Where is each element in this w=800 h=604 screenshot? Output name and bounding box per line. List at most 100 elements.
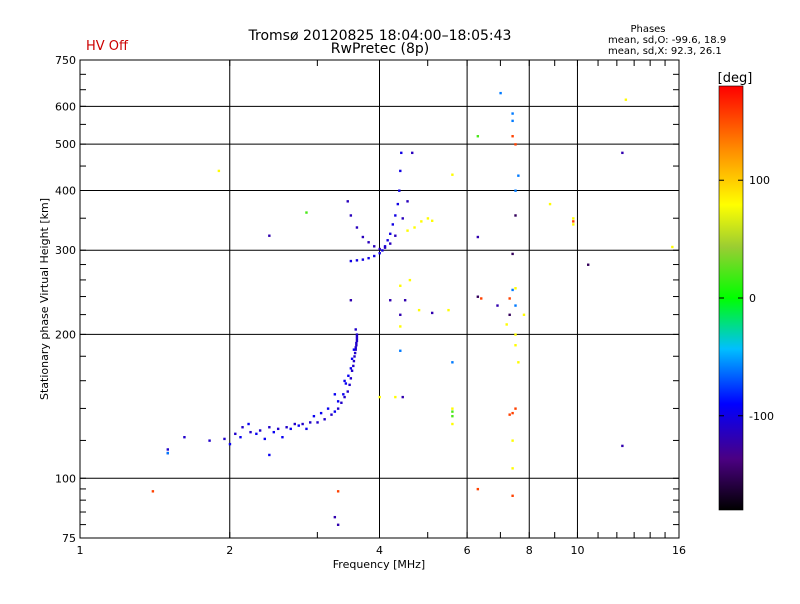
data-point	[344, 382, 348, 385]
data-point	[426, 217, 430, 220]
data-point	[373, 254, 376, 258]
colorbar-label: [deg]	[718, 71, 753, 86]
data-point	[263, 437, 266, 441]
y-tick-label: 500	[55, 138, 76, 151]
data-point	[413, 226, 416, 229]
chart-title: Tromsø 20120825 18:04:00–18:05:43	[248, 28, 512, 44]
data-point	[572, 220, 575, 223]
data-point	[378, 252, 381, 255]
data-point	[508, 297, 511, 300]
x-axis-label: Frequency [MHz]	[333, 558, 425, 571]
data-point	[548, 202, 552, 206]
data-point	[417, 308, 421, 312]
data-point	[336, 523, 340, 527]
data-point	[451, 410, 454, 413]
colorbar-tick-label: -100	[749, 410, 774, 423]
data-point	[476, 487, 480, 491]
data-point	[499, 91, 502, 95]
data-point	[349, 377, 353, 380]
data-point	[451, 422, 454, 426]
data-point	[346, 200, 349, 203]
data-point	[353, 355, 356, 358]
data-point	[354, 328, 357, 331]
data-point	[355, 335, 359, 338]
data-point	[353, 351, 357, 355]
data-point	[255, 432, 258, 436]
data-point	[408, 278, 412, 282]
data-point	[572, 223, 575, 226]
data-point	[352, 359, 356, 363]
data-point	[399, 325, 402, 328]
data-point	[340, 401, 343, 404]
data-point	[624, 98, 628, 101]
data-point	[350, 357, 354, 360]
y-tick-label: 200	[55, 328, 76, 341]
data-point	[476, 235, 480, 239]
data-point	[378, 395, 381, 399]
data-point	[406, 229, 409, 232]
data-point	[234, 432, 237, 436]
x-tick-label: 4	[376, 544, 383, 557]
data-point	[343, 395, 346, 399]
data-point	[401, 395, 404, 399]
data-point	[399, 313, 402, 317]
data-point	[451, 173, 454, 176]
data-point	[330, 413, 333, 416]
x-tick-label: 8	[526, 544, 533, 557]
data-point	[355, 226, 359, 229]
data-point	[350, 369, 354, 372]
data-point	[401, 217, 404, 220]
data-point	[241, 426, 244, 429]
data-point	[268, 426, 271, 429]
data-point	[343, 379, 346, 383]
data-point	[217, 169, 221, 173]
colorbar-tick-label: 0	[749, 292, 756, 305]
data-point	[223, 437, 226, 441]
data-point	[355, 333, 359, 336]
data-point	[517, 361, 520, 364]
data-point	[355, 341, 358, 345]
y-tick-label: 600	[55, 100, 76, 113]
grid-lines	[80, 60, 679, 538]
x-tick-label: 1	[77, 544, 84, 557]
data-point	[399, 349, 402, 352]
data-point	[411, 151, 414, 155]
data-point	[352, 364, 355, 368]
data-point	[522, 313, 526, 317]
data-point	[508, 413, 511, 416]
data-point	[511, 288, 514, 292]
data-point	[386, 239, 389, 242]
data-point	[406, 200, 409, 203]
colorbar-tick-label: 100	[749, 174, 770, 187]
data-point	[349, 214, 353, 217]
data-point	[514, 287, 517, 290]
chart-subtitle: RwPretec (8p)	[331, 41, 429, 57]
data-point	[354, 348, 357, 351]
data-point	[336, 490, 340, 493]
data-point	[333, 410, 337, 413]
data-point	[511, 411, 514, 415]
data-point	[355, 259, 359, 262]
data-point	[352, 348, 356, 351]
data-point	[383, 246, 387, 249]
data-point	[228, 442, 232, 446]
data-point	[420, 220, 423, 223]
hv-status-label: HV Off	[86, 39, 129, 54]
data-point	[272, 430, 275, 434]
data-point	[348, 383, 351, 387]
data-point	[268, 234, 271, 237]
data-point	[333, 393, 337, 396]
stats-heading: Phases	[630, 24, 665, 35]
data-point	[305, 427, 308, 431]
data-point	[239, 435, 242, 439]
data-point	[391, 223, 394, 226]
data-point	[400, 151, 403, 155]
data-point	[208, 439, 211, 442]
data-point	[394, 395, 397, 399]
data-point	[301, 422, 304, 426]
data-point	[511, 119, 514, 123]
data-point	[312, 414, 316, 418]
data-point	[480, 297, 483, 300]
data-point	[326, 407, 330, 410]
